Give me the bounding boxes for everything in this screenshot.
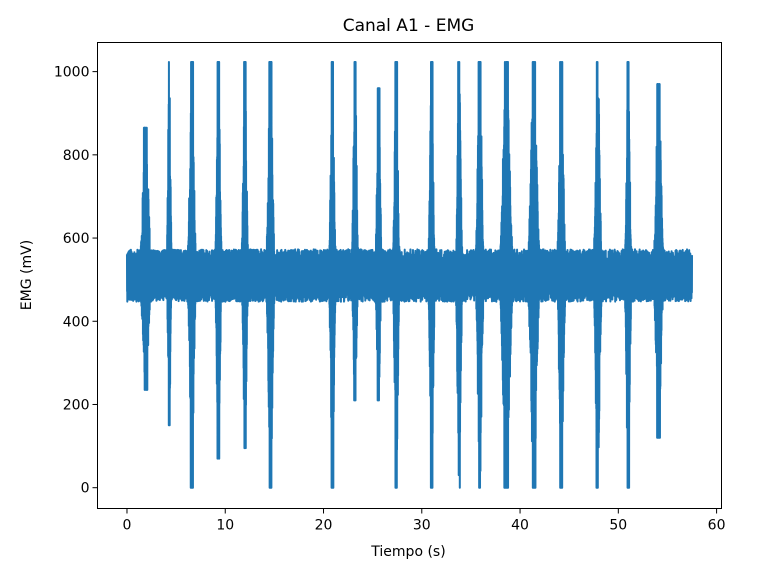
chart-title: Canal A1 - EMG xyxy=(343,16,475,36)
y-tick-label: 600 xyxy=(63,231,90,247)
x-tick-label: 60 xyxy=(708,518,726,534)
y-axis: 0 200 400 600 800 1000 xyxy=(54,65,98,497)
y-tick-label: 1000 xyxy=(54,65,90,81)
x-tick-label: 30 xyxy=(413,518,431,534)
y-tick-label: 400 xyxy=(63,314,90,330)
series-layer xyxy=(125,61,694,489)
y-axis-label: EMG (mV) xyxy=(19,240,35,310)
x-tick-label: 10 xyxy=(216,518,234,534)
y-tick-label: 200 xyxy=(63,397,90,413)
y-tick-label: 0 xyxy=(81,481,90,497)
x-tick-label: 40 xyxy=(511,518,529,534)
plot-frame xyxy=(97,42,722,509)
emg-series-line xyxy=(125,61,694,489)
x-axis: 0 10 20 30 40 50 60 xyxy=(123,508,726,534)
x-axis-label: Tiempo (s) xyxy=(370,544,445,560)
x-tick-label: 20 xyxy=(315,518,333,534)
x-tick-label: 50 xyxy=(609,518,627,534)
x-tick-label: 0 xyxy=(123,518,132,534)
y-tick-label: 800 xyxy=(63,148,90,164)
